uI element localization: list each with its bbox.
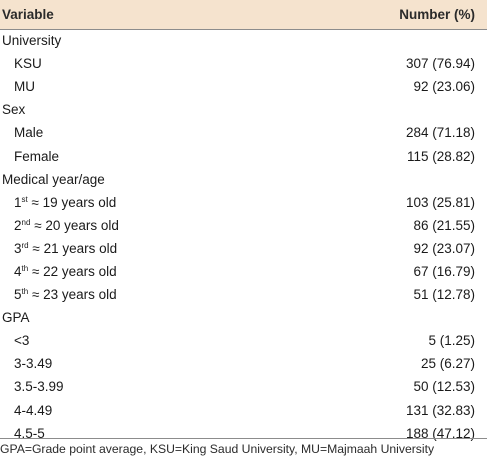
row-value: 103 (25.81) [405,194,475,210]
table-row: 5th ≈ 23 years old 51 (12.78) [0,283,487,306]
table-row: 4.5-5 188 (47.12) [0,422,487,445]
row-label: 3rd ≈ 21 years old [14,240,118,256]
section-university: University [2,33,62,49]
header-variable: Variable [0,0,300,30]
row-value: 86 (21.55) [413,217,475,233]
section-row: University [0,29,487,52]
table-row: 4th ≈ 22 years old 67 (16.79) [0,260,487,283]
row-label: 4th ≈ 22 years old [14,263,117,279]
row-value: 25 (6.27) [420,356,475,372]
table-row: Male 284 (71.18) [0,121,487,144]
table-row: 4-4.49 131 (32.83) [0,399,487,422]
header-number: Number (%) [300,0,487,30]
row-value: 131 (32.83) [405,402,475,418]
row-value: 307 (76.94) [405,56,475,72]
section-gpa: GPA [2,310,30,326]
table-row: 1st ≈ 19 years old 103 (25.81) [0,191,487,214]
table-row: <3 5 (1.25) [0,329,487,352]
section-row: Sex [0,98,487,121]
table-row: 2nd ≈ 20 years old 86 (21.55) [0,214,487,237]
row-value: 188 (47.12) [405,425,475,441]
table-row: MU 92 (23.06) [0,75,487,98]
row-label: 3.5-3.99 [14,379,64,395]
row-label: 4.5-5 [14,425,45,441]
table-row: 3rd ≈ 21 years old 92 (23.07) [0,237,487,260]
row-label: <3 [14,333,30,349]
row-value: 284 (71.18) [405,125,475,141]
section-sex: Sex [2,102,26,118]
row-label: 2nd ≈ 20 years old [14,217,119,233]
row-value: 51 (12.78) [413,287,475,303]
row-label: 5th ≈ 23 years old [14,287,117,303]
row-value: 92 (23.06) [413,79,475,95]
row-value: 115 (28.82) [406,148,475,164]
row-label: MU [14,79,35,95]
table-row: 3-3.49 25 (6.27) [0,352,487,375]
section-medical-year: Medical year/age [2,171,105,187]
row-label: KSU [14,56,42,72]
table-row: 3.5-3.99 50 (12.53) [0,375,487,398]
row-value: 92 (23.07) [413,240,475,256]
row-label: 3-3.49 [14,356,53,372]
row-label: 1st ≈ 19 years old [14,194,117,210]
section-row: GPA [0,306,487,329]
row-value: 5 (1.25) [428,333,475,349]
row-label: 4-4.49 [14,402,53,418]
demographics-table: Variable Number (%) University KSU 307 (… [0,0,487,445]
row-label: Female [14,148,60,164]
table-row: KSU 307 (76.94) [0,52,487,75]
row-value: 50 (12.53) [413,379,475,395]
table-footnote: GPA=Grade point average, KSU=King Saud U… [0,438,487,456]
row-value: 67 (16.79) [413,263,475,279]
row-label: Male [14,125,44,141]
table-row: Female 115 (28.82) [0,144,487,167]
table-header-row: Variable Number (%) [0,0,487,30]
section-row: Medical year/age [0,168,487,191]
